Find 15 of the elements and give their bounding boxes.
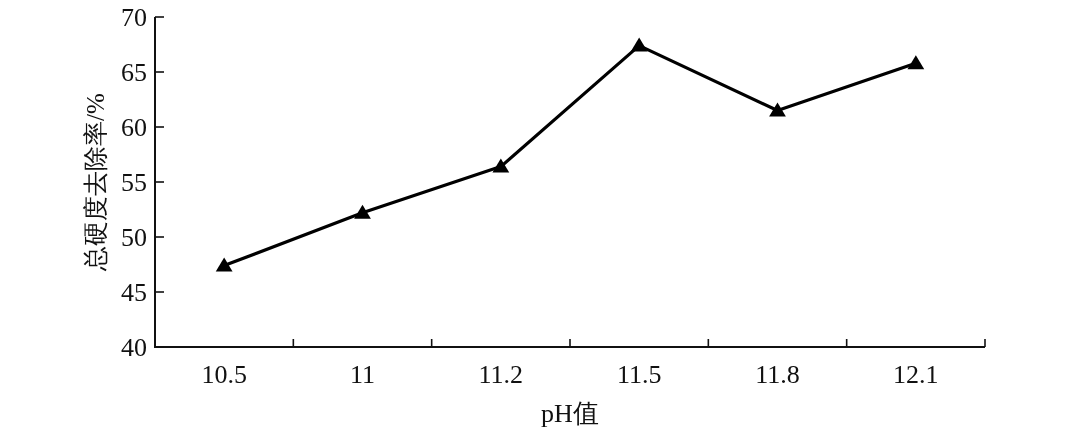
y-tick-label: 50	[121, 222, 147, 252]
x-tick-label: 12.1	[893, 359, 939, 389]
x-tick-label: 10.5	[201, 359, 247, 389]
x-tick-label: 11.5	[616, 359, 662, 389]
x-tick-label: 11.2	[478, 359, 524, 389]
y-tick-label: 60	[121, 112, 147, 142]
x-tick-label: 11.8	[755, 359, 800, 389]
y-tick-label: 70	[121, 2, 147, 32]
y-tick-label: 40	[121, 332, 147, 362]
y-tick-label: 65	[121, 57, 147, 87]
y-axis-title: 总硬度去除率/%	[81, 93, 109, 272]
x-tick-label: 11	[349, 359, 376, 389]
x-axis-title: pH值	[541, 398, 599, 428]
y-tick-label: 55	[121, 167, 147, 197]
y-tick-label: 45	[121, 277, 147, 307]
